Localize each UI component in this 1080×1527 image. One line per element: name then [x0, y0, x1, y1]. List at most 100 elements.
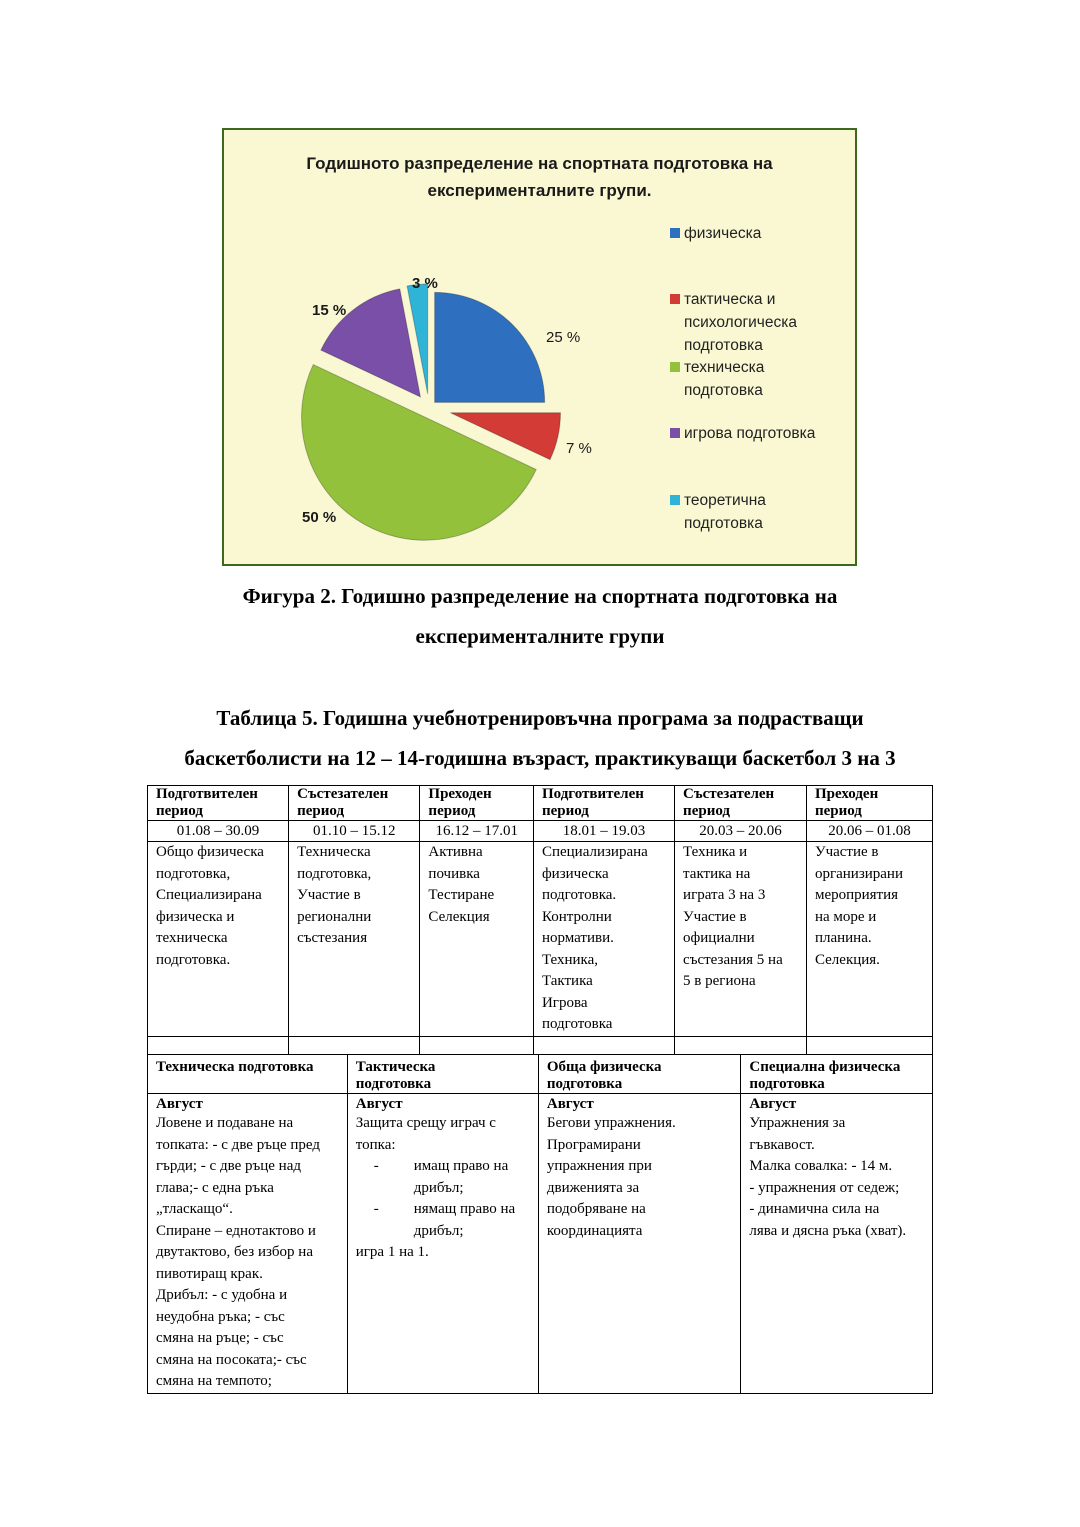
- period-content-line: Специализирана: [541, 844, 648, 860]
- month-label: Август: [156, 1096, 203, 1112]
- training-line: топката: - с две ръце пред: [156, 1136, 321, 1153]
- period-content-line: нормативи.: [541, 930, 614, 946]
- empty-cell: [288, 1035, 421, 1055]
- dates-row: 01.08 – 30.09 01.10 – 15.12 16.12 – 17.01 1…: [146, 820, 934, 842]
- period-content-line: Техника и: [683, 844, 748, 860]
- slice-data-label: 3 %: [412, 275, 438, 292]
- figure-caption-line: Фигура 2. Годишно разпределение на спорт…: [242, 584, 838, 608]
- period-content-line: тактика на: [683, 865, 751, 882]
- legend-item: теоретична подготовка: [670, 489, 850, 535]
- bullet-text: нямащ право на: [413, 1201, 516, 1217]
- legend-label: техническа: [684, 359, 765, 376]
- period-content-line: Тактика: [541, 973, 593, 989]
- period-content-line: 5 в региона: [683, 973, 756, 989]
- training-line: Спиране – еднотактово и: [156, 1222, 316, 1239]
- slice-data-label: 25 %: [546, 329, 580, 346]
- chart-title-line: експерименталните групи.: [427, 181, 652, 200]
- chart-title: Годишното разпределение на спортната под…: [224, 150, 855, 204]
- period-header-cell: Състезателен период: [288, 785, 421, 821]
- legend-label: физическа: [684, 225, 762, 242]
- legend-label: тактическа и: [684, 291, 776, 308]
- figure-caption: Фигура 2. Годишно разпределение на спорт…: [0, 576, 1080, 656]
- month-label: Август: [546, 1096, 594, 1112]
- training-header-cell: Обща физическа подготовка: [537, 1054, 742, 1094]
- training-header: подготовка: [546, 1076, 623, 1092]
- period-dates: 01.10 – 15.12: [288, 820, 421, 842]
- period-content-cell: Общо физическа подготовка, Специализирана ф…: [146, 841, 290, 1037]
- bullet-line: дрибъл;: [356, 1178, 530, 1200]
- period-content-line: Контролни: [541, 908, 612, 925]
- pie-slice: [450, 412, 561, 461]
- training-header: Техническа подготовка: [156, 1059, 314, 1075]
- period-name: Подготвителен: [541, 786, 644, 802]
- period-name: период: [683, 803, 730, 819]
- period-content-line: техническа: [156, 930, 228, 946]
- legend-swatch: [670, 294, 680, 304]
- period-content-line: Техническа: [297, 844, 371, 860]
- training-line: Бегови упражнения.: [546, 1115, 676, 1131]
- training-line: гъвкавост.: [749, 1136, 815, 1153]
- empty-cell: [146, 1035, 290, 1055]
- legend-item: физическа: [670, 222, 850, 245]
- period-content-line: Участие в: [297, 887, 361, 903]
- training-line: Упражнения за: [749, 1115, 846, 1131]
- training-line: гърди; - с две ръце над: [156, 1158, 301, 1174]
- period-content-line: състезания: [297, 930, 368, 946]
- period-content-line: физическа: [541, 865, 609, 882]
- chart-title-line: Годишното разпределение на спортната под…: [306, 154, 773, 173]
- period-name: период: [814, 803, 862, 819]
- bullet-line: - имащ право на: [356, 1156, 530, 1178]
- training-line: упражнения при: [546, 1158, 652, 1174]
- period-content-line: Специализирана: [156, 887, 262, 903]
- period-content-line: организирани: [814, 865, 903, 882]
- training-header-cell: Специална физическа подготовка: [740, 1054, 933, 1094]
- training-line: Дрибъл: - с удобна и: [156, 1287, 288, 1303]
- period-content-line: подготовка,: [297, 865, 372, 882]
- period-name: Преходен: [814, 786, 879, 802]
- period-content-line: играта 3 на 3: [683, 887, 766, 903]
- period-content-line: физическа и: [156, 908, 235, 925]
- training-line: Програмирани: [546, 1136, 641, 1153]
- periods-table: Подготвителен период Състезателен период Пре…: [146, 785, 934, 1055]
- bullet-text: дрибъл;: [413, 1179, 464, 1196]
- content-row: Август Ловене и подаване на топката: - с д…: [147, 1093, 933, 1394]
- bullet-dash: -: [373, 1201, 379, 1217]
- pie-slice: [406, 283, 429, 395]
- period-header-cell: Подготвителен период: [532, 785, 676, 821]
- table-caption: Таблица 5. Годишна учебнотренировъчна пр…: [0, 698, 1080, 778]
- training-line: движенията за: [546, 1179, 640, 1196]
- period-content-line: Техника,: [541, 951, 599, 968]
- training-line: - динамична сила на: [749, 1201, 880, 1217]
- empty-cell: [805, 1035, 934, 1055]
- period-content-line: Участие в: [814, 844, 879, 860]
- training-line: Малка совалка: - 14 м.: [749, 1158, 893, 1174]
- legend-label: подготовка: [684, 337, 763, 354]
- training-content-cell: Август Защита срещу играч с топка: - имащ пр…: [346, 1093, 539, 1394]
- period-content-line: Общо физическа: [156, 844, 264, 860]
- training-line: координацията: [546, 1222, 643, 1239]
- period-name: Състезателен: [297, 786, 389, 802]
- training-table: Техническа подготовка Тактическа подготовк…: [147, 1054, 933, 1394]
- legend-item: тактическа и психологическа подготовка: [670, 288, 850, 357]
- period-content-cell: Участие в организирани мероприятия на море …: [805, 841, 934, 1037]
- training-line: глава;- с една ръка: [156, 1179, 274, 1196]
- period-header-cell: Състезателен период: [674, 785, 807, 821]
- training-line: неудобна ръка; - със: [156, 1308, 285, 1325]
- period-content-cell: Техника и тактика на играта 3 на 3 Участие …: [674, 841, 807, 1037]
- period-content-line: планина.: [814, 930, 872, 946]
- period-header-cell: Подготвителен период: [146, 785, 290, 821]
- period-content-line: почивка: [428, 865, 480, 882]
- period-dates: 18.01 – 19.03: [532, 820, 676, 842]
- training-line: смяна на ръце; - със: [156, 1330, 284, 1346]
- legend-label: подготовка: [684, 382, 763, 399]
- period-content-line: Игрова: [541, 994, 588, 1011]
- legend-label: подготовка: [684, 515, 763, 532]
- period-content-line: подготовка,: [156, 865, 231, 882]
- period-content-line: официални: [683, 930, 755, 946]
- training-line: смяна на темпото;: [156, 1373, 272, 1389]
- training-header: подготовка: [749, 1076, 825, 1092]
- training-content-cell: Август Ловене и подаване на топката: - с д…: [147, 1093, 348, 1394]
- period-header-cell: Преходен период: [419, 785, 534, 821]
- month-label: Август: [355, 1096, 403, 1112]
- period-dates: 01.08 – 30.09: [146, 820, 290, 842]
